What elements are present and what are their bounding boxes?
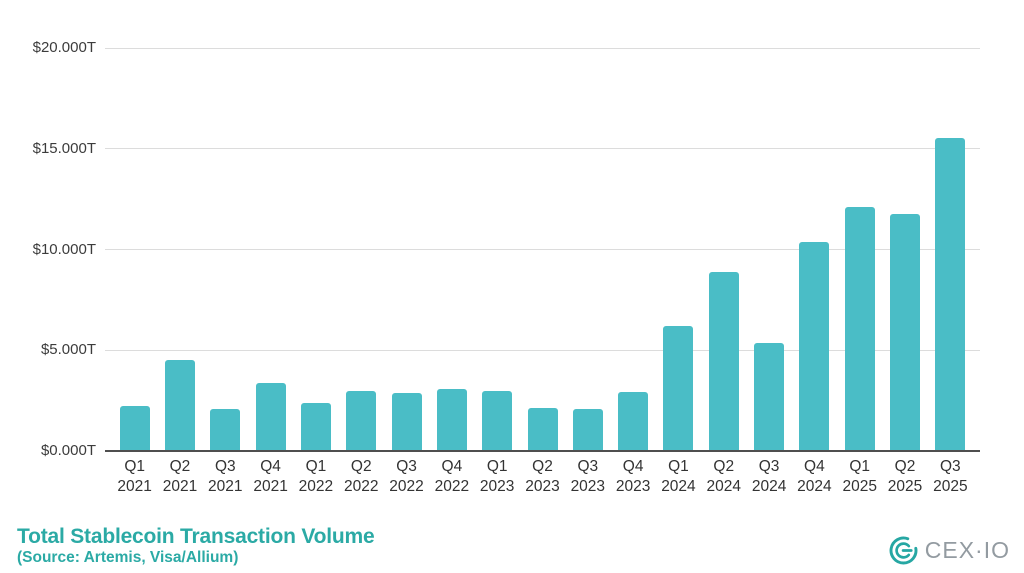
chart-source-note: (Source: Artemis, Visa/Allium)	[17, 549, 239, 566]
bar-q3-2025	[935, 137, 966, 451]
bar-q3-2023	[572, 408, 603, 451]
x-tick-label: Q4 2024	[797, 458, 832, 495]
bar-q4-2024	[799, 242, 830, 451]
chart-title: Total Stablecoin Transaction Volume	[17, 525, 375, 548]
gridline	[105, 148, 980, 150]
bar-q4-2022	[436, 388, 467, 451]
y-tick-label: $15.000T	[32, 139, 96, 157]
bar-q1-2024	[663, 326, 694, 451]
x-tick-label: Q2 2024	[706, 458, 741, 495]
bar-q2-2021	[164, 360, 195, 451]
bar-q4-2023	[618, 391, 649, 451]
bar-q1-2022	[300, 402, 331, 451]
bar-q2-2025	[890, 214, 921, 451]
x-tick-label: Q1 2021	[117, 458, 152, 495]
y-tick-label: $10.000T	[32, 240, 96, 258]
bar-q2-2023	[527, 407, 558, 451]
x-axis-line	[105, 450, 980, 452]
y-tick-label: $5.000T	[40, 341, 96, 359]
y-tick-label: $20.000T	[32, 39, 96, 56]
x-tick-label: Q3 2025	[933, 458, 968, 495]
x-tick-label: Q4 2022	[434, 458, 470, 495]
x-tick-label: Q2 2021	[162, 458, 198, 495]
x-tick-label: Q2 2022	[343, 458, 379, 495]
bar-q2-2022	[346, 390, 377, 451]
gridline	[105, 47, 980, 49]
gridline	[105, 249, 980, 250]
x-tick-label: Q2 2023	[525, 458, 560, 495]
y-tick-label: $0.000T	[40, 442, 96, 459]
bar-q3-2022	[391, 392, 422, 451]
bar-q2-2024	[708, 271, 739, 451]
cexio-logo-text: CEX·IO	[924, 537, 1010, 563]
x-tick-label: Q3 2023	[570, 458, 606, 495]
x-tick-label: Q1 2024	[661, 458, 696, 495]
x-tick-label: Q3 2024	[751, 458, 787, 495]
bar-q3-2021	[210, 408, 241, 451]
x-tick-label: Q3 2021	[208, 458, 243, 495]
cexio-logo-icon	[888, 535, 919, 566]
cexio-logo: CEX·IO	[888, 535, 1010, 566]
x-tick-label: Q1 2025	[842, 458, 877, 495]
x-tick-label: Q4 2023	[615, 458, 651, 495]
x-tick-label: Q4 2021	[253, 458, 288, 495]
x-tick-label: Q2 2025	[887, 458, 923, 495]
bar-q3-2024	[754, 343, 785, 451]
x-tick-label: Q1 2023	[479, 458, 515, 495]
bar-q4-2021	[255, 383, 286, 451]
bar-q1-2021	[119, 405, 150, 451]
gridline	[105, 349, 980, 351]
x-tick-label: Q1 2022	[298, 458, 334, 495]
bar-q1-2023	[482, 390, 513, 451]
bar-q1-2025	[844, 207, 875, 451]
x-tick-label: Q3 2022	[389, 458, 424, 495]
